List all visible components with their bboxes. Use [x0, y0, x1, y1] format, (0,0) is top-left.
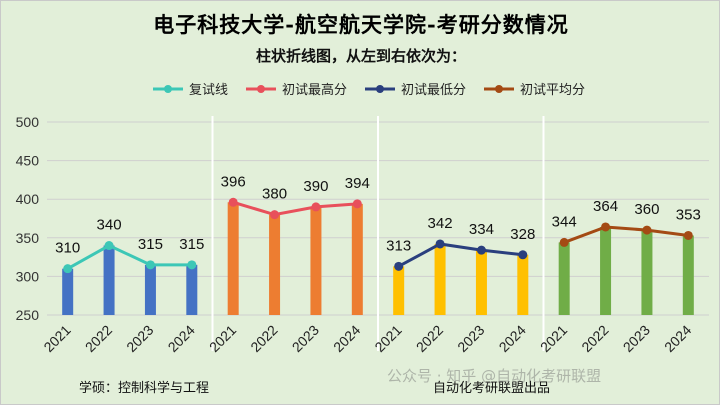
- data-point: [352, 199, 362, 209]
- group-separators: [211, 116, 545, 351]
- data-point: [601, 222, 611, 232]
- chart-subtitle: 柱状折线图，从左到右依次为：: [255, 47, 466, 65]
- bar: [682, 235, 694, 315]
- x-tick-label: 2024: [330, 322, 363, 355]
- x-tick-label: 2022: [82, 322, 115, 355]
- bar: [103, 245, 115, 315]
- legend: 复试线 初试最高分 初试最低分 初试平均分: [153, 82, 585, 98]
- bar: [393, 266, 405, 315]
- data-label: 344: [552, 213, 577, 230]
- data-point: [311, 202, 321, 212]
- y-axis: 250 300 350 400 450 500: [16, 114, 40, 323]
- x-tick-label: 2023: [123, 322, 156, 355]
- chart-title: 电子科技大学-航空航天学院-考研分数情况: [153, 12, 569, 37]
- x-tick-label: 2021: [40, 322, 73, 355]
- y-tick-label: 450: [16, 153, 40, 169]
- data-point: [270, 210, 280, 220]
- bar: [310, 206, 322, 315]
- data-label: 380: [262, 186, 287, 203]
- bar: [434, 243, 446, 315]
- y-tick-label: 500: [16, 114, 40, 130]
- data-point: [394, 261, 404, 271]
- bar: [558, 242, 570, 315]
- data-label: 390: [303, 178, 328, 195]
- bar: [62, 268, 74, 315]
- data-point: [559, 237, 569, 247]
- data-label: 334: [469, 221, 494, 238]
- data-label: 364: [593, 198, 618, 215]
- data-label: 313: [386, 237, 411, 254]
- data-point: [228, 197, 238, 207]
- x-tick-label: 2022: [578, 322, 611, 355]
- legend-marker-icon: [495, 85, 503, 93]
- legend-label: 初试平均分: [520, 83, 585, 98]
- legend-marker-icon: [257, 85, 265, 93]
- bar: [641, 230, 653, 315]
- legend-item: 初试最高分: [246, 82, 347, 98]
- data-label: 353: [676, 206, 701, 223]
- data-point: [435, 239, 445, 249]
- series-line: [563, 225, 689, 244]
- bar: [475, 250, 487, 315]
- legend-label: 复试线: [189, 83, 228, 98]
- legend-item: 初试最低分: [365, 83, 466, 98]
- data-point: [476, 245, 486, 255]
- x-tick-label: 2023: [289, 322, 322, 355]
- y-tick-label: 300: [16, 268, 40, 284]
- data-point: [187, 260, 197, 270]
- data-label: 315: [179, 236, 204, 253]
- bar: [227, 202, 239, 315]
- data-label: 342: [428, 215, 453, 232]
- data-label: 310: [55, 240, 80, 257]
- x-tick-label: 2024: [496, 322, 529, 355]
- legend-label: 初试最高分: [282, 82, 347, 98]
- footer-credit: 自动化考研联盟出品: [433, 381, 551, 396]
- x-tick-label: 2023: [454, 322, 487, 355]
- bar: [144, 264, 156, 315]
- x-tick-label: 2024: [165, 322, 198, 355]
- data-point: [104, 241, 114, 251]
- bar: [351, 203, 363, 315]
- x-tick-label: 2021: [537, 322, 570, 355]
- x-tick-label: 2023: [620, 322, 653, 355]
- series-line: [397, 242, 523, 268]
- data-label: 328: [510, 226, 535, 243]
- data-point: [63, 264, 73, 274]
- watermark: 公众号 · 知乎 @自动化考研联盟: [387, 367, 602, 385]
- data-point: [145, 260, 155, 270]
- x-tick-label: 2024: [661, 322, 694, 355]
- legend-item: 复试线: [153, 83, 228, 98]
- chart-marks: 310 2021 340 2022 315 2023 315 2024 396 2021 380 20…: [40, 173, 700, 355]
- bar: [517, 254, 529, 315]
- x-tick-label: 2021: [371, 322, 404, 355]
- y-tick-label: 400: [16, 191, 40, 207]
- data-label: 360: [634, 201, 659, 218]
- y-tick-label: 250: [16, 307, 40, 323]
- legend-marker-icon: [164, 85, 172, 93]
- series-line: [232, 200, 358, 217]
- bar: [186, 264, 198, 315]
- bar: [600, 226, 612, 315]
- bar: [269, 214, 281, 315]
- legend-item: 初试平均分: [484, 83, 585, 98]
- x-tick-label: 2022: [247, 322, 280, 355]
- data-point: [518, 250, 528, 260]
- data-point: [683, 230, 693, 240]
- data-label: 396: [221, 173, 246, 190]
- data-point: [642, 225, 652, 235]
- legend-marker-icon: [376, 85, 384, 93]
- y-tick-label: 350: [16, 230, 40, 246]
- series-group: 396 2021 380 2022 390 2023 394 2024: [206, 173, 370, 355]
- x-tick-label: 2022: [413, 322, 446, 355]
- legend-label: 初试最低分: [401, 83, 466, 98]
- x-tick-label: 2021: [206, 322, 239, 355]
- series-line: [66, 243, 192, 270]
- data-label: 340: [97, 217, 122, 234]
- data-label: 394: [345, 175, 370, 192]
- series-group: 313 2021 342 2022 334 2023 328 2024: [371, 215, 535, 355]
- footer-major: 学硕：控制科学与工程: [79, 381, 210, 396]
- data-label: 315: [138, 236, 163, 253]
